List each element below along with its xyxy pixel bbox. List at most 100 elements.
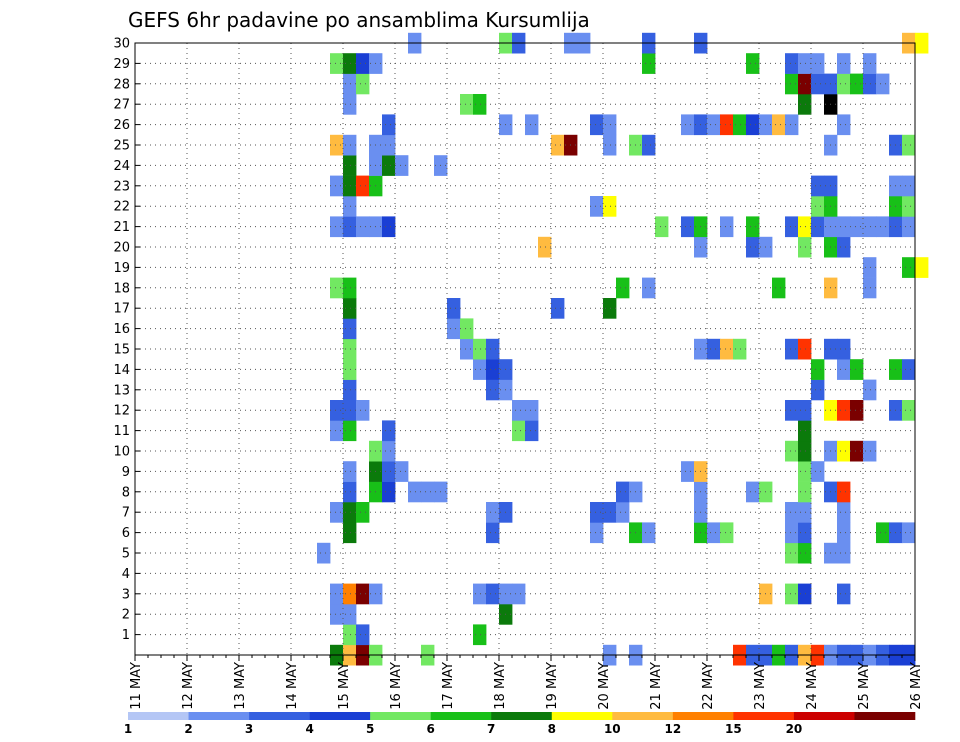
- heatmap-cell: [343, 73, 357, 95]
- y-tick-label: 30: [113, 37, 130, 52]
- heatmap-cell: [863, 216, 877, 238]
- heatmap-cell: [616, 277, 630, 299]
- y-tick-label: 7: [122, 506, 130, 521]
- heatmap-cell: [343, 461, 357, 482]
- heatmap-cell: [356, 400, 370, 421]
- legend-label: 1: [124, 722, 132, 736]
- heatmap-cell: [837, 73, 851, 95]
- legend-swatch: [672, 712, 734, 720]
- heatmap-cell: [837, 216, 851, 238]
- heatmap-cell: [850, 359, 864, 380]
- heatmap-cell: [785, 53, 799, 74]
- heatmap-cell: [837, 542, 851, 564]
- heatmap-cell: [395, 155, 409, 176]
- heatmap-cell: [642, 134, 656, 156]
- y-tick-label: 10: [113, 445, 130, 460]
- heatmap-cell: [811, 359, 825, 380]
- heatmap-cell: [850, 440, 864, 462]
- legend-swatch: [249, 712, 310, 720]
- x-tick-label: 17 MAY: [441, 662, 456, 710]
- heatmap-cell: [746, 236, 760, 258]
- heatmap-cell: [798, 461, 812, 482]
- heatmap-cell: [460, 338, 474, 360]
- y-tick-label: 1: [122, 628, 130, 643]
- heatmap-cell: [486, 359, 500, 380]
- heatmap-cell: [343, 481, 357, 503]
- legend-swatch: [612, 712, 674, 720]
- heatmap-cell: [382, 114, 396, 136]
- heatmap-cell: [343, 338, 357, 360]
- heatmap-cell: [473, 359, 487, 380]
- heatmap-cells: [317, 32, 929, 666]
- heatmap-cell: [837, 481, 851, 503]
- heatmap-cell: [486, 522, 500, 544]
- heatmap-cell: [798, 440, 812, 462]
- heatmap-cell: [785, 583, 799, 605]
- legend-swatch: [188, 712, 250, 720]
- legend-swatch: [370, 712, 431, 720]
- heatmap-cell: [707, 338, 721, 360]
- legend-swatch: [854, 712, 916, 720]
- heatmap-cell: [837, 114, 851, 136]
- heatmap-cell: [798, 338, 812, 360]
- heatmap-cell: [850, 216, 864, 238]
- heatmap-cell: [642, 277, 656, 299]
- legend-label: 10: [604, 722, 621, 736]
- x-tick-label: 20 MAY: [597, 662, 612, 710]
- x-tick-label: 24 MAY: [805, 662, 820, 710]
- y-tick-label: 26: [113, 118, 130, 133]
- heatmap-cell: [343, 298, 357, 319]
- heatmap-cell: [642, 53, 656, 74]
- heatmap-cell: [876, 522, 890, 544]
- y-tick-label: 29: [113, 57, 130, 72]
- heatmap-cell: [681, 461, 695, 482]
- heatmap-cell: [902, 400, 916, 421]
- heatmap-cell: [733, 114, 747, 136]
- heatmap-cell: [512, 420, 526, 442]
- y-tick-label: 21: [113, 220, 130, 235]
- heatmap-cell: [343, 604, 357, 625]
- heatmap-cell: [863, 440, 877, 462]
- heatmap-cell: [902, 522, 916, 544]
- y-tick-label: 19: [113, 261, 130, 276]
- heatmap-cell: [473, 624, 487, 646]
- heatmap-cell: [603, 298, 617, 319]
- y-tick-label: 23: [113, 179, 130, 194]
- y-tick-label: 14: [113, 363, 130, 378]
- heatmap-cell: [902, 216, 916, 238]
- heatmap-cell: [343, 624, 357, 646]
- y-tick-label: 5: [122, 547, 130, 562]
- heatmap-cell: [590, 114, 604, 136]
- y-tick-label: 15: [113, 343, 130, 358]
- heatmap-cell: [486, 338, 500, 360]
- heatmap-cell: [343, 400, 357, 421]
- legend-label: 5: [366, 722, 374, 736]
- y-tick-label: 11: [113, 424, 130, 439]
- x-tick-label: 21 MAY: [649, 662, 664, 710]
- heatmap-cell: [798, 542, 812, 564]
- heatmap-cell: [850, 400, 864, 421]
- heatmap-cell: [382, 155, 396, 176]
- heatmap-cell: [863, 277, 877, 299]
- y-tick-label: 28: [113, 77, 130, 92]
- x-tick-label: 18 MAY: [493, 662, 508, 710]
- heatmap-cell: [785, 114, 799, 136]
- heatmap-cell: [863, 257, 877, 278]
- heatmap-cell: [915, 257, 929, 278]
- heatmap-cell: [525, 114, 539, 136]
- heatmap-cell: [746, 53, 760, 74]
- legend-swatch: [793, 712, 855, 720]
- heatmap-cell: [330, 216, 344, 238]
- x-tick-label: 19 MAY: [545, 662, 560, 710]
- heatmap-cell: [421, 481, 435, 503]
- y-tick-label: 24: [113, 159, 130, 174]
- heatmap-cell: [590, 522, 604, 544]
- y-tick-label: 6: [122, 526, 130, 541]
- heatmap-cell: [616, 481, 630, 503]
- heatmap-cell: [408, 481, 422, 503]
- heatmap-cell: [772, 114, 786, 136]
- heatmap-cell: [486, 583, 500, 605]
- heatmap-cell: [356, 583, 370, 605]
- heatmap-cell: [798, 502, 812, 523]
- heatmap-cell: [811, 196, 825, 217]
